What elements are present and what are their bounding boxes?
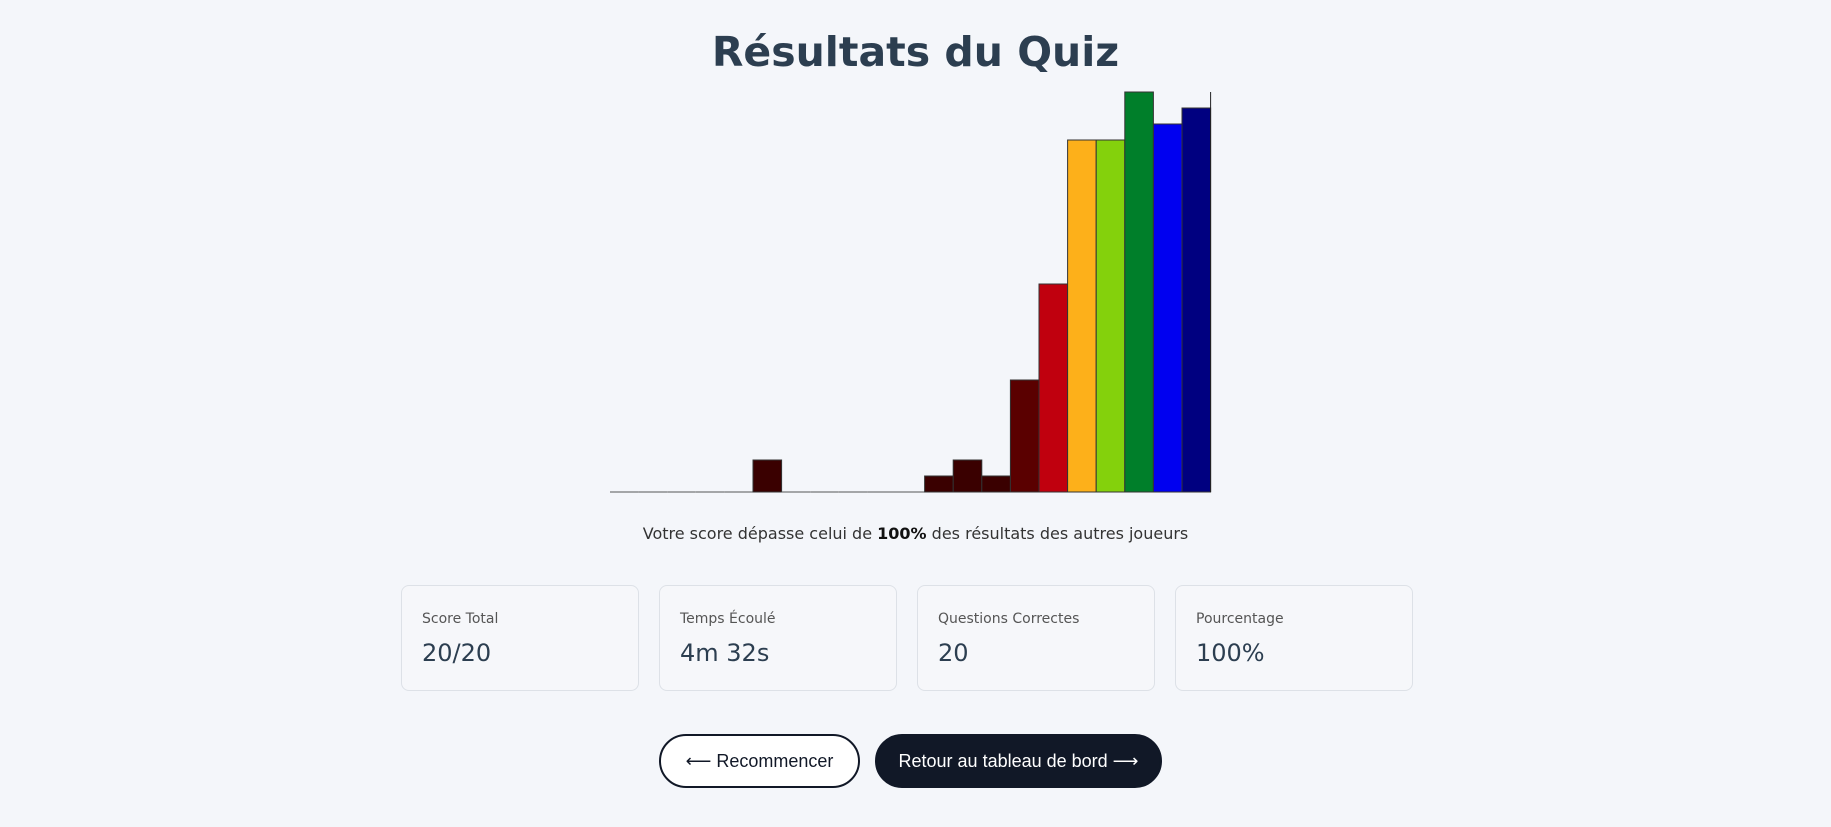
comparison-suffix: des résultats des autres joueurs: [926, 524, 1189, 543]
histogram-bar-12: [952, 459, 983, 493]
histogram-bar-11: [924, 475, 954, 493]
back-to-dashboard-button[interactable]: Retour au tableau de bord ⟶: [875, 734, 1162, 788]
stat-card-score-total: Score Total 20/20: [401, 585, 639, 691]
comparison-prefix: Votre score dépasse celui de: [642, 524, 878, 543]
histogram-bar-17: [1095, 139, 1126, 493]
stat-card-correct-questions: Questions Correctes 20: [917, 585, 1155, 691]
histogram-bar-5: [752, 459, 783, 493]
histogram-bar-19: [1152, 123, 1183, 493]
stat-label: Questions Correctes: [938, 611, 1080, 627]
histogram-bar-15: [1038, 283, 1069, 493]
page-title: Résultats du Quiz: [711, 28, 1120, 76]
stat-value: 4m 32s: [680, 639, 770, 667]
score-distribution-chart: [610, 91, 1212, 493]
histogram-bar-13: [981, 475, 1011, 493]
histogram-bar-14: [1009, 379, 1040, 493]
histogram-bar-20: [1181, 107, 1212, 493]
stat-value: 20: [938, 639, 969, 667]
stat-value: 100%: [1196, 639, 1265, 667]
stat-label: Score Total: [422, 611, 499, 627]
stat-label: Pourcentage: [1196, 611, 1284, 627]
stat-card-percentage: Pourcentage 100%: [1175, 585, 1413, 691]
histogram-bar-18: [1124, 91, 1154, 493]
score-comparison-text: Votre score dépasse celui de 100% des ré…: [0, 523, 1831, 545]
stats-cards: Score Total 20/20 Temps Écoulé 4m 32s Qu…: [401, 585, 1413, 691]
stat-card-time-elapsed: Temps Écoulé 4m 32s: [659, 585, 897, 691]
histogram-bar-16: [1067, 139, 1097, 493]
restart-button[interactable]: ⟵ Recommencer: [659, 734, 860, 788]
stat-value: 20/20: [422, 639, 492, 667]
comparison-percent: 100%: [877, 524, 927, 543]
stat-label: Temps Écoulé: [680, 611, 776, 627]
